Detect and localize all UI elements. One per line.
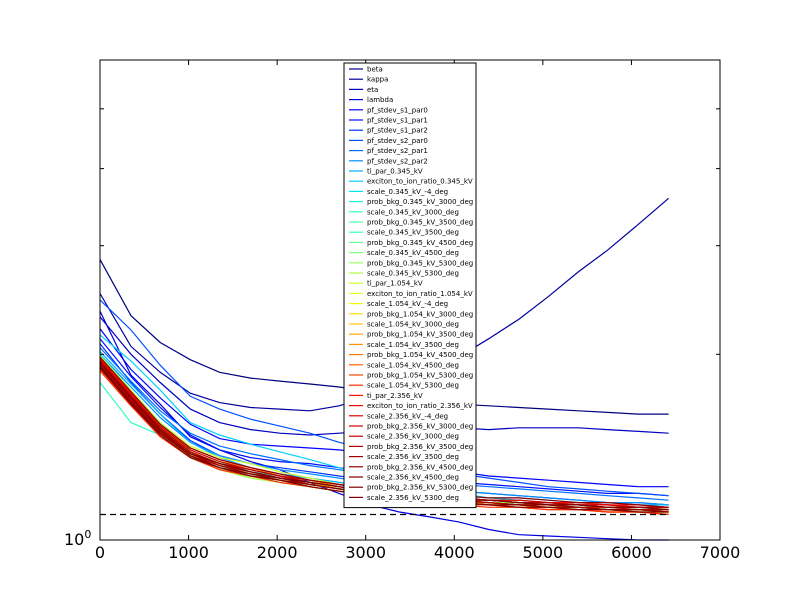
legend-label: prob_bkg_2.356_kV_3000_deg xyxy=(367,423,473,431)
legend-label: pf_stdev_s1_par1 xyxy=(367,117,428,125)
legend-label: scale_1.054_kV_3000_deg xyxy=(367,321,459,329)
legend-label: scale_2.356_kV_5300_deg xyxy=(367,494,459,502)
ticks-layer: 0 1000 2000 3000 4000 5000 6000 7000 xyxy=(95,60,740,562)
legend-label: prob_bkg_1.054_kV_4500_deg xyxy=(367,351,473,359)
legend-label: prob_bkg_0.345_kV_3500_deg xyxy=(367,219,473,227)
y-tick-label: 100 xyxy=(64,528,91,549)
legend: beta kappa eta lambda pf_stdev_s1_par0 pf_std… xyxy=(343,62,477,509)
legend-label: lambda xyxy=(367,96,393,104)
legend-box xyxy=(343,62,477,509)
legend-label: ti_par_1.054_kV xyxy=(367,280,423,288)
legend-label: scale_2.356_kV_3500_deg xyxy=(367,453,459,461)
legend-label: prob_bkg_2.356_kV_4500_deg xyxy=(367,463,473,471)
legend-label: exciton_to_ion_ratio_0.345_kV xyxy=(367,178,473,186)
x-tick-label: 4000 xyxy=(434,543,475,562)
x-tick-label: 2000 xyxy=(257,543,298,562)
legend-label: scale_1.054_kV_5300_deg xyxy=(367,382,459,390)
legend-label: pf_stdev_s1_par2 xyxy=(367,127,428,135)
plot-frame xyxy=(99,59,721,541)
x-tick-label: 3000 xyxy=(345,543,386,562)
legend-label: pf_stdev_s1_par0 xyxy=(367,106,428,114)
legend-label: prob_bkg_2.356_kV_3500_deg xyxy=(367,443,473,451)
legend-label: eta xyxy=(367,86,378,94)
legend-label: scale_2.356_kV_4500_deg xyxy=(367,474,459,482)
legend-label: scale_0.345_kV_3000_deg xyxy=(367,208,459,216)
legend-label: scale_0.345_kV_3500_deg xyxy=(367,229,459,237)
legend-label: prob_bkg_2.356_kV_5300_deg xyxy=(367,484,473,492)
legend-label: prob_bkg_1.054_kV_3000_deg xyxy=(367,310,473,318)
x-tick-label: 0 xyxy=(95,543,105,562)
legend-label: pf_stdev_s2_par1 xyxy=(367,147,428,155)
legend-label: prob_bkg_0.345_kV_4500_deg xyxy=(367,239,473,247)
legend-label: ti_par_0.345_kV xyxy=(367,168,423,176)
legend-label: kappa xyxy=(367,76,388,84)
legend-label: scale_1.054_kV_-4_deg xyxy=(367,300,448,308)
legend-label: pf_stdev_s2_par0 xyxy=(367,137,428,145)
legend-label: scale_1.054_kV_3500_deg xyxy=(367,341,459,349)
legend-label: exciton_to_ion_ratio_2.356_kV xyxy=(367,402,473,410)
legend-label: scale_2.356_kV_-4_deg xyxy=(367,412,448,420)
legend-label: beta xyxy=(367,66,383,74)
x-tick-label: 1000 xyxy=(168,543,209,562)
x-tick-label: 6000 xyxy=(611,543,652,562)
x-tick-label: 5000 xyxy=(522,543,563,562)
legend-label: scale_2.356_kV_3000_deg xyxy=(367,433,459,441)
legend-label: scale_1.054_kV_4500_deg xyxy=(367,361,459,369)
legend-label: exciton_to_ion_ratio_1.054_kV xyxy=(367,290,473,298)
legend-label: scale_0.345_kV_5300_deg xyxy=(367,270,459,278)
legend-label: scale_0.345_kV_4500_deg xyxy=(367,249,459,257)
x-tick-label: 7000 xyxy=(700,543,741,562)
legend-label: pf_stdev_s2_par2 xyxy=(367,157,428,165)
legend-label: ti_par_2.356_kV xyxy=(367,392,423,400)
legend-label: prob_bkg_0.345_kV_5300_deg xyxy=(367,259,473,267)
legend-label: prob_bkg_0.345_kV_3000_deg xyxy=(367,198,473,206)
series-line-3 xyxy=(99,310,669,541)
legend-label: prob_bkg_1.054_kV_3500_deg xyxy=(367,331,473,339)
legend-label: scale_0.345_kV_-4_deg xyxy=(367,188,448,196)
legend-label: prob_bkg_1.054_kV_5300_deg xyxy=(367,372,473,380)
